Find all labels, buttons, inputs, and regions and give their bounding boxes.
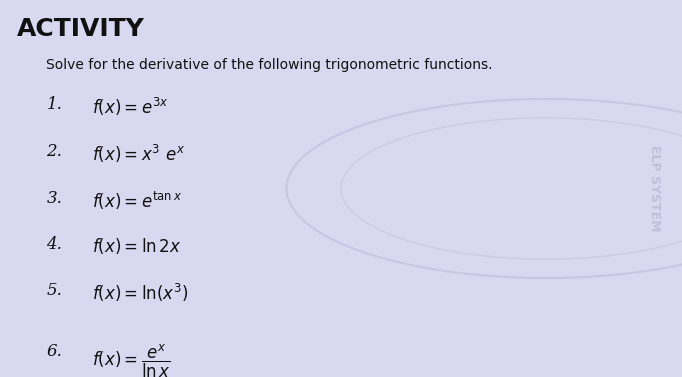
Text: $f(x) = \dfrac{e^x}{\ln x}$: $f(x) = \dfrac{e^x}{\ln x}$ (92, 343, 171, 377)
Text: 2.: 2. (46, 143, 62, 160)
Text: $f(x) = \ln(x^3)$: $f(x) = \ln(x^3)$ (92, 282, 188, 304)
Text: ACTIVITY: ACTIVITY (17, 17, 145, 41)
Text: $f(x) = e^{\tan x}$: $f(x) = e^{\tan x}$ (92, 190, 182, 213)
Text: ELP SYSTEM: ELP SYSTEM (648, 145, 662, 232)
Text: 5.: 5. (46, 282, 62, 299)
Text: $f(x) = x^3\ e^x$: $f(x) = x^3\ e^x$ (92, 143, 185, 166)
Text: Solve for the derivative of the following trigonometric functions.: Solve for the derivative of the followin… (46, 58, 493, 72)
Text: 3.: 3. (46, 190, 62, 207)
Text: 6.: 6. (46, 343, 62, 360)
Text: 1.: 1. (46, 96, 62, 113)
Text: 4.: 4. (46, 236, 62, 253)
Text: $f(x) = e^{3x}$: $f(x) = e^{3x}$ (92, 96, 168, 118)
Text: $f(x) = \ln 2x$: $f(x) = \ln 2x$ (92, 236, 181, 256)
